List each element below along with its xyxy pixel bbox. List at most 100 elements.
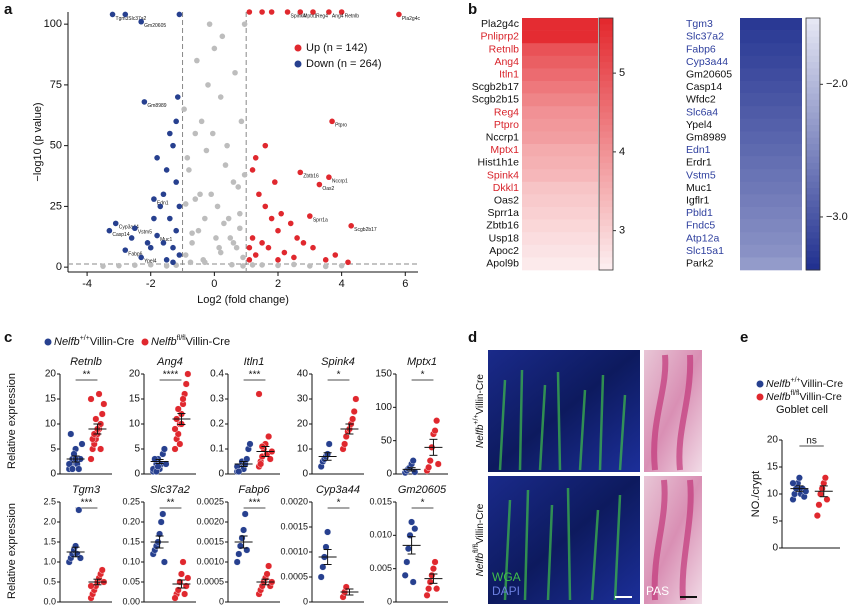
y-tick-label: 40 [297,369,309,380]
y-tick-label: 0.015 [369,496,392,506]
point [132,225,138,232]
y-tick-label: 0.0 [43,596,56,606]
point [209,130,216,137]
gene-label: Fndc5 [686,220,715,232]
significance-label: ** [167,498,175,509]
y-axis-label: Relative expression [6,373,18,469]
plot-title: Mptx1 [407,356,437,368]
point [237,210,243,217]
heatmap-cell [740,81,802,94]
panel-label: b [468,1,477,18]
point-label: Pla2g4c [402,16,421,22]
panel-label: c [4,329,12,346]
point [252,252,259,258]
colorbar-step [599,200,613,208]
point [97,445,105,453]
colorbar-step [806,219,820,227]
colorbar-step [599,144,613,151]
gene-name: Nelfb [475,424,486,448]
legend-label: Up (n = 142) [306,42,367,54]
point [100,263,106,269]
y-tick-label: 0 [56,261,62,273]
point [75,506,83,514]
suffix: Villin-Cre [186,336,230,348]
point [403,558,411,566]
y-tick-label: 0.05 [122,576,140,586]
point [431,558,439,566]
y-tick-label: 0 [772,543,778,554]
heatmap-cell [522,30,598,44]
point [815,501,823,509]
plot-title: Ang4 [156,356,183,368]
colorbar-step [599,232,613,239]
point [173,118,179,125]
point [157,518,165,526]
point-label: Ypel4 [144,259,157,265]
point-label: Reg4 [316,13,328,19]
heatmap-cell [522,169,598,183]
colorbar-step [806,87,820,95]
gene-label: Sprr1a [487,207,519,219]
colorbar-tick-label: −2.0 [826,78,848,90]
colorbar-step [806,175,820,183]
point [144,240,151,246]
point-label: Vstm5 [138,230,152,236]
goblet-staining [498,369,627,601]
colorbar-frame [598,17,614,271]
point [208,191,214,198]
point [325,440,333,448]
heatmap-cell [740,106,802,120]
colorbar-step [806,68,820,76]
point [823,495,831,503]
y-tick-label: 20 [45,369,57,380]
gene-label: Tgm3 [686,18,713,30]
colorbar-step [599,162,613,170]
heatmap-cell [522,207,598,220]
colorbar-step [599,137,613,145]
colorbar-step [599,62,613,69]
colorbar-step [806,244,820,252]
colorbar-step [599,244,613,252]
point [87,395,95,403]
point [235,550,243,558]
gene-label: Ang4 [494,56,519,68]
heatmap-cell [522,106,598,120]
point [246,244,253,251]
point [425,585,433,593]
colorbar-step [806,74,820,82]
colorbar-step [806,213,820,221]
significance-label: * [337,498,341,509]
point [184,154,191,161]
heatmap-cell [522,43,598,57]
colorbar-step [599,49,613,57]
point [154,154,160,161]
point [249,262,256,268]
point [433,417,441,425]
point [409,578,417,586]
point [341,440,349,448]
plot-title: Fabp6 [238,484,270,496]
plot-title: Retnlb [70,356,102,368]
y-tick-label: 0.0025 [196,496,224,506]
point [795,474,803,482]
y-tick-label: 5 [134,444,140,455]
colorbar-step [806,200,820,208]
genotype-label: Nelfbfl/flVillin-Cre [473,503,486,576]
point [246,257,253,263]
point [411,468,419,476]
point [106,227,113,234]
colorbar-step [599,225,613,233]
colorbar-step [599,81,613,88]
colorbar-step [806,106,820,113]
significance-label: *** [81,498,93,509]
point [813,512,821,520]
point [265,244,272,251]
colorbar-step [599,175,613,183]
point [98,566,106,574]
point [159,510,167,518]
plot-title: Spink4 [321,356,355,368]
x-tick-label: -4 [82,278,92,290]
colorbar-step [806,118,820,126]
point [349,415,357,423]
